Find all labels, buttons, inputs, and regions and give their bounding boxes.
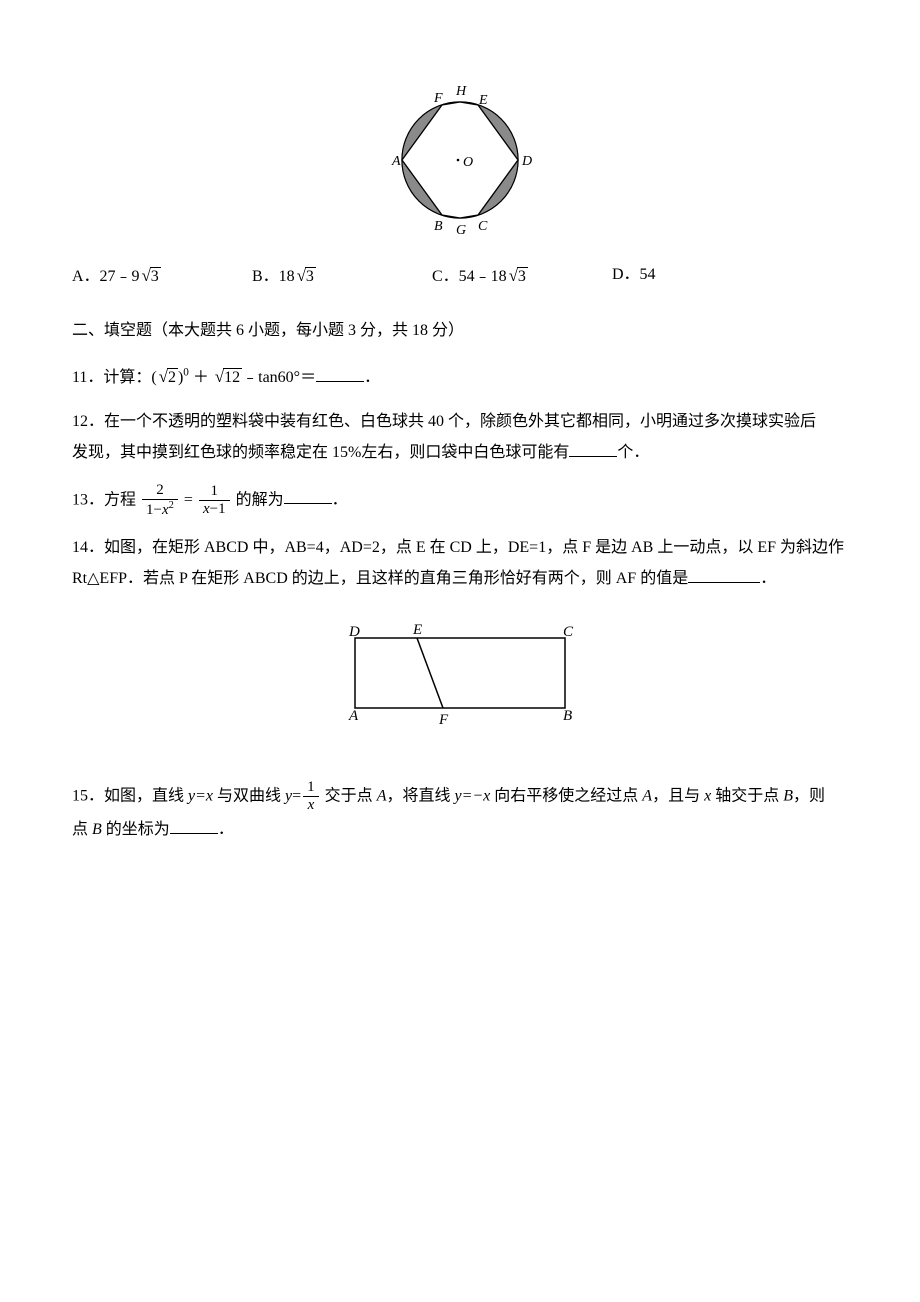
fraction-13-right: 1 x−1 xyxy=(199,483,230,519)
rect-label-B: B xyxy=(563,708,572,724)
label-O: O xyxy=(463,155,473,170)
question-11: 11．计算：(2)0 ＋ 12﹣tan60°＝． xyxy=(72,361,848,393)
question-15: 15．如图，直线 y=x 与双曲线 y=1x 交于点 A，将直线 y=−x 向右… xyxy=(72,779,848,845)
blank-14 xyxy=(688,567,760,582)
option-C: C．54﹣183 xyxy=(432,260,602,292)
label-A: A xyxy=(391,154,401,169)
label-G: G xyxy=(456,223,466,238)
rect-label-C: C xyxy=(563,624,574,640)
blank-11 xyxy=(316,366,364,381)
q10-options: A．27﹣93 B．183 C．54﹣183 D．54 xyxy=(72,260,848,292)
section-2-header: 二、填空题（本大题共 6 小题，每小题 3 分，共 18 分） xyxy=(72,316,848,346)
rect-label-F: F xyxy=(438,712,449,728)
hexagon-circle-svg: A D F H E B G C O xyxy=(380,80,540,240)
label-D: D xyxy=(521,154,532,169)
figure-rectangle: D C A B E F xyxy=(72,614,848,729)
rect-label-D: D xyxy=(348,624,360,640)
figure-hexagon-circle: A D F H E B G C O xyxy=(72,80,848,240)
fraction-15: 1x xyxy=(303,779,319,815)
label-B: B xyxy=(434,219,443,234)
option-D: D．54 xyxy=(612,260,656,292)
option-A: A．27﹣93 xyxy=(72,260,242,292)
rect-label-A: A xyxy=(348,708,359,724)
question-14: 14．如图，在矩形 ABCD 中，AB=4，AD=2，点 E 在 CD 上，DE… xyxy=(72,533,848,594)
question-12: 12．在一个不透明的塑料袋中装有红色、白色球共 40 个，除颜色外其它都相同，小… xyxy=(72,407,848,468)
label-F: F xyxy=(433,91,443,106)
blank-15 xyxy=(170,818,218,833)
question-13: 13．方程 2 1−x2 = 1 x−1 的解为． xyxy=(72,482,848,520)
label-C: C xyxy=(478,219,488,234)
blank-12 xyxy=(569,441,617,456)
option-B: B．183 xyxy=(252,260,422,292)
rectangle-svg: D C A B E F xyxy=(335,614,585,729)
label-E: E xyxy=(478,93,488,108)
label-H: H xyxy=(455,84,467,99)
blank-13 xyxy=(284,489,332,504)
fraction-13-left: 2 1−x2 xyxy=(142,482,178,520)
rect-label-E: E xyxy=(412,622,422,638)
